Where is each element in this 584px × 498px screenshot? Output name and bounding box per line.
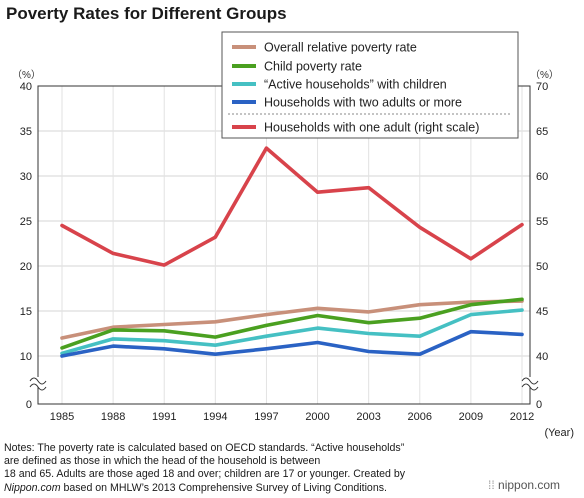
left-axis-tick-label: 0	[26, 399, 32, 411]
notes-line-4: Nippon.com based on MHLW’s 2013 Comprehe…	[4, 482, 474, 495]
left-axis-break	[30, 377, 46, 387]
right-axis: （%） 0 40 45 50 55 60 65 70	[530, 69, 559, 411]
x-axis-tick-label: 1988	[101, 411, 125, 423]
poverty-rate-chart: （%） 0 10 15 20 25 30 35 40 （%） 0 40 45 50 55 60 65 70 19…	[12, 31, 574, 439]
left-axis: （%） 0 10 15 20 25 30 35 40	[12, 69, 41, 411]
series-line-1	[60, 299, 524, 340]
right-axis-break	[522, 377, 538, 387]
series-line-5	[60, 146, 524, 267]
left-axis-tick-label: 30	[20, 171, 32, 183]
legend-entry-label: “Active households” with children	[264, 78, 447, 92]
logo-dots-icon: ⁞⁞	[488, 478, 495, 492]
notes-line-2: are defined as those in which the head o…	[4, 455, 321, 468]
notes-line-1: Notes: The poverty rate is calculated ba…	[4, 442, 405, 454]
legend: Overall relative poverty rate Child pover…	[221, 31, 519, 139]
legend-box	[221, 31, 519, 139]
notes: Notes: The poverty rate is calculated ba…	[4, 442, 474, 495]
left-axis-tick-label: 15	[20, 306, 32, 318]
legend-entry-label: Households with two adults or more	[264, 96, 462, 110]
right-axis-unit: （%）	[530, 69, 559, 81]
x-axis-tick-label: 2003	[356, 411, 380, 423]
left-axis-tick-label: 25	[20, 216, 32, 228]
notes-source-text: based on MHLW’s 2013 Comprehensive Surve…	[60, 481, 387, 494]
legend-entry-label: Child poverty rate	[264, 60, 362, 74]
notes-line-3: 18 and 65. Adults are those aged 18 and …	[4, 468, 406, 481]
right-axis-tick-label: 65	[536, 126, 548, 138]
brand-logo-text: nippon.com	[498, 478, 561, 492]
axis-break-mark	[521, 383, 539, 391]
left-axis-tick-label: 20	[20, 261, 32, 273]
brand-logo: ⁞⁞ nippon.com	[488, 478, 560, 492]
axis-break-mark	[29, 377, 47, 385]
legend-entry-label: Households with one adult (right scale)	[264, 121, 479, 135]
series-line-2	[60, 297, 524, 350]
x-axis-tick-label: 1985	[50, 411, 74, 423]
right-axis-tick-label: 50	[536, 261, 548, 273]
right-axis-tick-label: 45	[536, 306, 548, 318]
notes-source-brand: Nippon.com	[4, 481, 61, 494]
x-axis-label: (Year)	[544, 427, 574, 439]
x-axis: 1985 1988 1991 1994 1997 2000 2003 2006 2009 2012…	[50, 411, 574, 439]
series-line-3	[60, 308, 524, 356]
axis-break-mark	[29, 383, 47, 391]
right-axis-tick-label: 0	[536, 399, 542, 411]
left-axis-tick-label: 10	[20, 351, 32, 363]
chart-title: Poverty Rates for Different Groups	[6, 4, 287, 23]
grid-lines	[38, 85, 530, 404]
x-axis-tick-label: 2000	[305, 411, 329, 423]
x-axis-tick-label: 1994	[203, 411, 227, 423]
left-axis-tick-label: 40	[20, 81, 32, 93]
x-axis-tick-label: 2006	[408, 411, 432, 423]
left-axis-tick-label: 35	[20, 126, 32, 138]
x-axis-tick-label: 2012	[510, 411, 534, 423]
left-axis-unit: （%）	[12, 69, 41, 81]
series-line-4	[60, 329, 524, 358]
x-axis-tick-label: 1997	[254, 411, 278, 423]
series-layer	[60, 146, 524, 358]
right-axis-tick-label: 40	[536, 351, 548, 363]
right-axis-tick-label: 55	[536, 216, 548, 228]
axis-break-mark	[521, 377, 539, 385]
x-axis-tick-label: 1991	[152, 411, 176, 423]
axis-breaks	[29, 377, 539, 391]
legend-entry-label: Overall relative poverty rate	[264, 41, 417, 55]
right-axis-tick-label: 60	[536, 171, 548, 183]
right-axis-tick-label: 70	[536, 81, 548, 93]
x-axis-tick-label: 2009	[459, 411, 483, 423]
